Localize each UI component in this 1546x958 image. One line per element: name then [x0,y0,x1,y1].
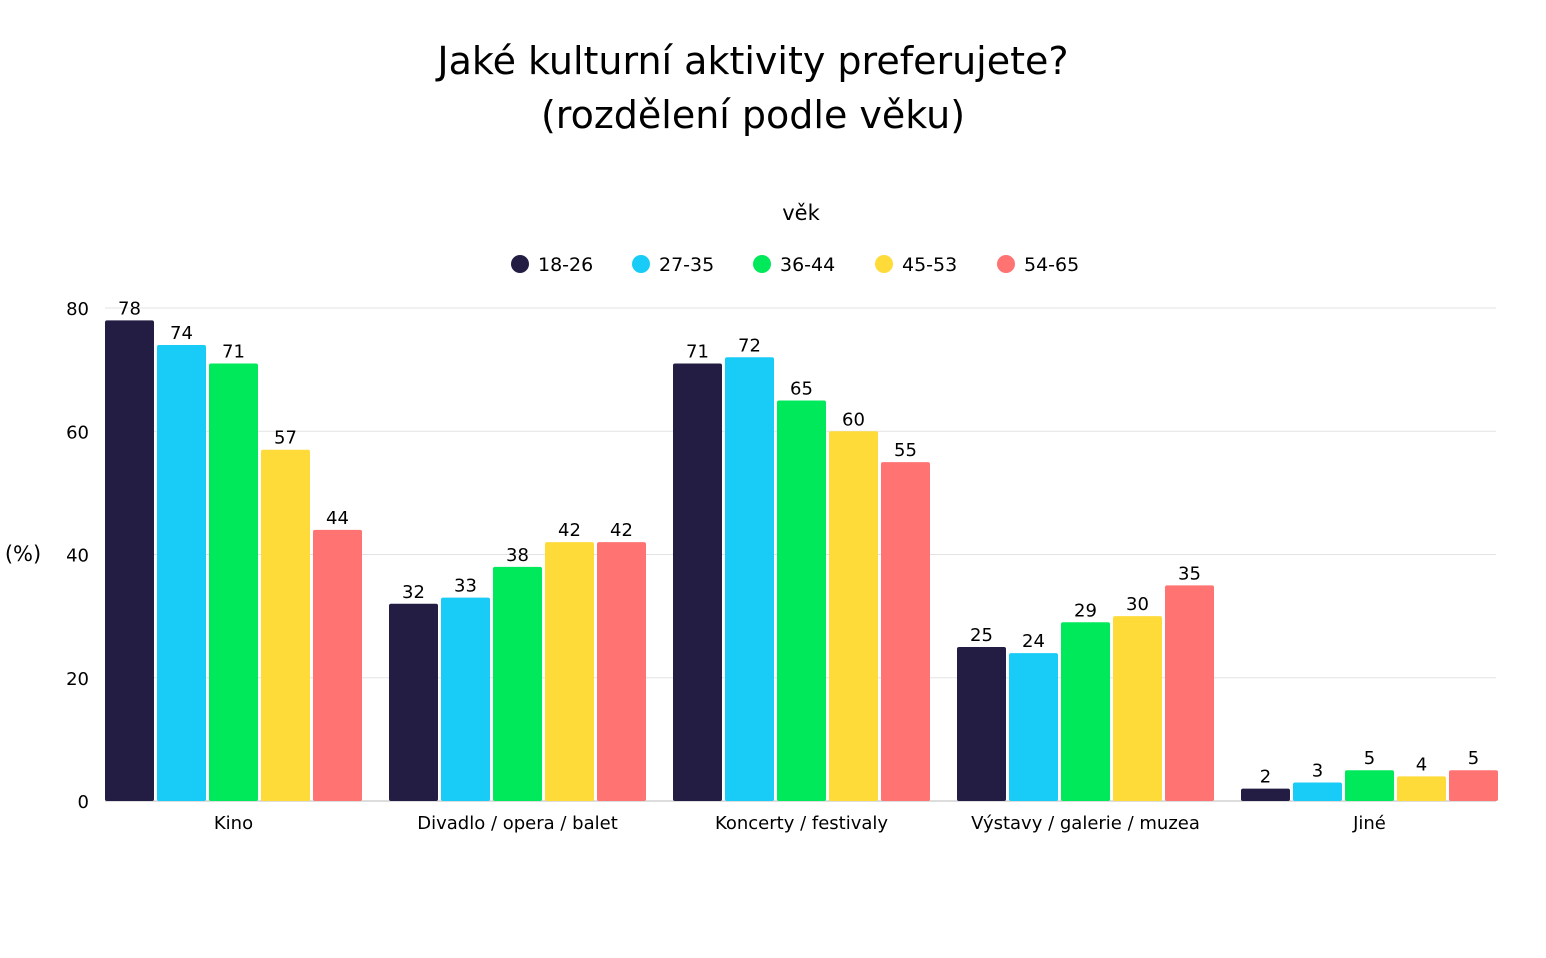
y-tick-label: 80 [66,299,89,320]
legend-item[interactable]: 36-44 [753,254,835,276]
x-tick-label: Koncerty / festivaly [715,813,888,834]
bar [829,431,878,801]
bar [1165,585,1214,801]
bar [493,566,542,801]
data-label: 32 [402,582,425,603]
bar [105,320,154,801]
y-tick-label: 0 [78,792,89,813]
bar [545,542,594,801]
bar [1241,788,1290,801]
x-tick-label: Divadlo / opera / balet [417,813,618,834]
data-label: 30 [1126,594,1149,615]
legend-marker [997,255,1015,273]
data-label: 65 [790,378,813,399]
legend-marker [632,255,650,273]
data-label: 71 [686,341,709,362]
bar [1113,616,1162,801]
data-label: 78 [118,298,141,319]
data-label: 24 [1022,631,1045,652]
data-label: 72 [738,335,761,356]
data-label: 42 [558,520,581,541]
data-label: 74 [170,323,193,344]
bar [957,646,1006,801]
legend-label: 36-44 [780,254,835,276]
bar [441,597,490,801]
data-label: 55 [894,440,917,461]
data-label: 42 [610,520,633,541]
bar [881,462,930,801]
chart-title-line2: (rozdělení podle věku) [541,93,965,137]
bar [725,357,774,801]
y-tick-label: 40 [66,546,89,567]
legend-item[interactable]: 45-53 [875,254,957,276]
legend-item[interactable]: 54-65 [997,254,1079,276]
bar [389,603,438,801]
bar [777,400,826,801]
bar [1061,622,1110,801]
data-label: 25 [970,625,993,646]
legend-label: 54-65 [1024,254,1079,276]
legend-label: 45-53 [902,254,957,276]
data-label: 60 [842,409,865,430]
bar [1397,776,1446,801]
legend-item[interactable]: 27-35 [632,254,714,276]
legend-item[interactable]: 18-26 [511,254,593,276]
legend-marker [511,255,529,273]
legend-label: 18-26 [538,254,593,276]
x-tick-label: Kino [214,813,253,834]
data-label: 44 [326,508,349,529]
data-label: 5 [1364,748,1375,769]
data-label: 57 [274,428,297,449]
bar [261,449,310,801]
bar [1293,782,1342,801]
data-label: 29 [1074,600,1097,621]
bar [157,344,206,801]
legend-label: 27-35 [659,254,714,276]
data-label: 4 [1416,754,1427,775]
legend-title: věk [782,201,820,225]
bar [597,542,646,801]
y-tick-label: 60 [66,422,89,443]
bar [1009,653,1058,801]
data-label: 2 [1260,767,1271,788]
x-tick-label: Výstavy / galerie / muzea [971,813,1200,834]
legend-marker [875,255,893,273]
chart-title-line1: Jaké kulturní aktivity preferujete? [435,39,1068,83]
y-tick-label: 20 [66,669,89,690]
bar [313,529,362,801]
bar [1345,770,1394,801]
data-label: 35 [1178,563,1201,584]
data-label: 3 [1312,761,1323,782]
data-label: 33 [454,576,477,597]
data-label: 71 [222,341,245,362]
data-label: 38 [506,545,529,566]
bar [673,363,722,801]
data-label: 5 [1468,748,1479,769]
x-tick-label: Jiné [1352,813,1386,834]
bar [209,363,258,801]
y-axis-label: (%) [5,542,41,566]
bar [1449,770,1498,801]
legend-marker [753,255,771,273]
